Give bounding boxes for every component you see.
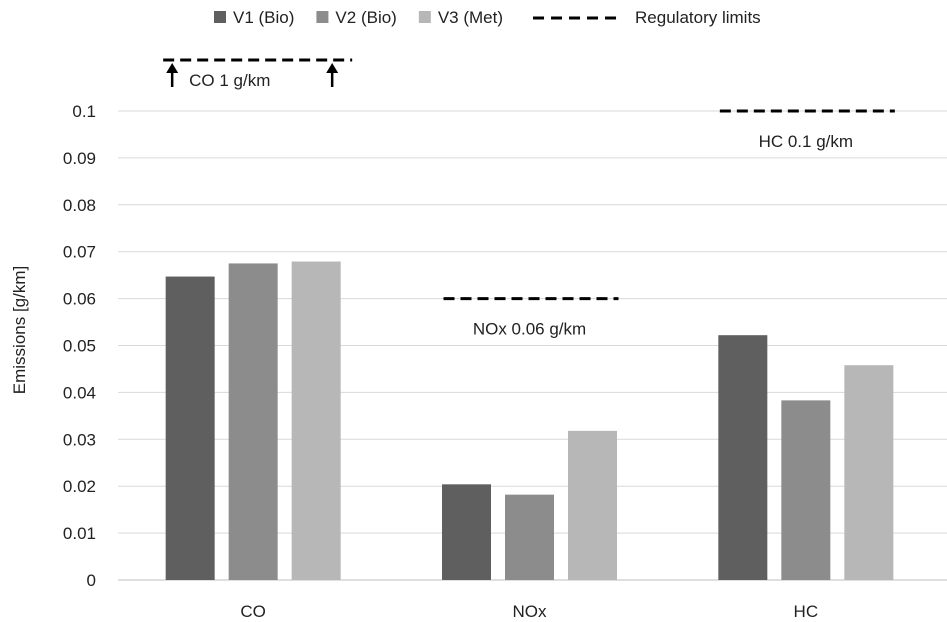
limit-label: NOx 0.06 g/km [473,320,586,339]
bar [844,365,894,580]
legend-swatch [316,11,329,23]
bar [291,261,341,580]
x-tick-label: NOx [513,602,548,621]
y-axis-title: Emissions [g/km] [10,266,29,394]
y-tick-label: 0.08 [63,196,96,215]
bar [718,335,768,580]
bar [442,484,491,580]
arrow-up-icon [166,63,179,73]
y-axis-ticks: 0 0.01 0.02 0.03 0.04 0.05 0.06 0.07 0.08 0.09 0.1 [63,102,96,590]
y-tick-label: 0.04 [63,383,96,402]
bar [165,276,215,580]
legend-label: Regulatory limits [635,8,761,27]
y-tick-label: 0.1 [72,102,96,121]
regulatory-limits: CO 1 g/km NOx 0.06 g/km HC 0.1 g/km [163,58,895,339]
bar [228,263,278,580]
bars [165,261,894,580]
bar [781,400,831,580]
y-tick-label: 0.09 [63,149,96,168]
bar [505,494,554,580]
limit-label: CO 1 g/km [189,71,270,90]
legend-label: V1 (Bio) [233,8,294,27]
legend-label: V3 (Met) [438,8,503,27]
legend-label: V2 (Bio) [335,8,396,27]
legend-swatch [418,11,431,23]
y-tick-label: 0.03 [63,430,96,449]
y-tick-label: 0.06 [63,290,96,309]
x-tick-label: HC [794,602,819,621]
x-tick-label: CO [240,602,266,621]
legend: V1 (Bio) V2 (Bio) V3 (Met) Regulatory limit… [214,8,761,27]
x-axis-ticks: CO NOx HC [240,602,818,621]
y-tick-label: 0.02 [63,477,96,496]
y-tick-label: 0.01 [63,524,96,543]
limit-label: HC 0.1 g/km [759,132,853,151]
y-tick-label: 0 [87,571,96,590]
y-tick-label: 0.07 [63,243,96,262]
y-tick-label: 0.05 [63,337,96,356]
arrow-up-icon [326,63,339,73]
legend-swatch [214,11,226,23]
bar [568,430,617,580]
